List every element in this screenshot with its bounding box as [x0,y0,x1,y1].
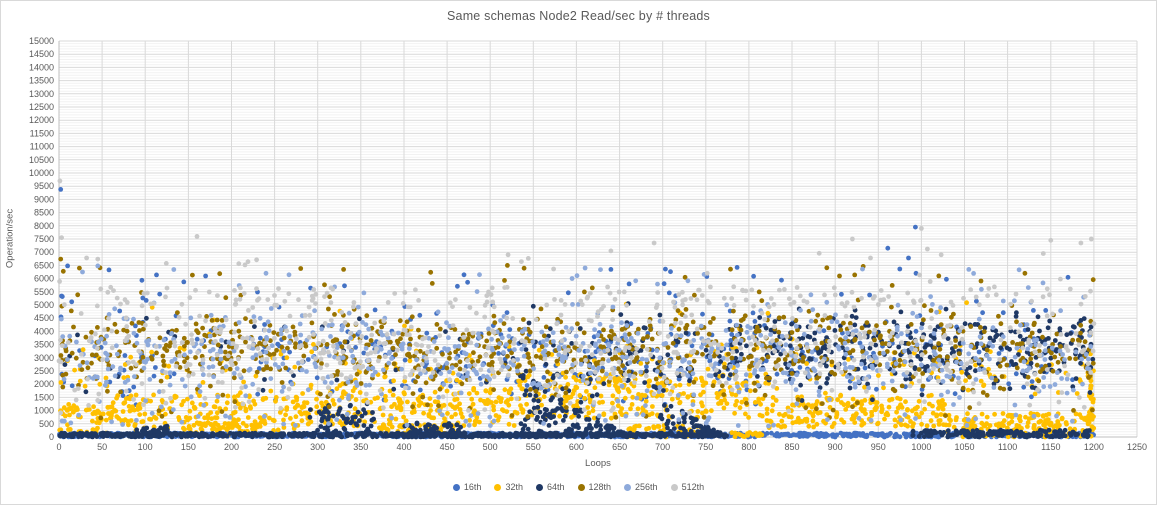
svg-text:13000: 13000 [29,89,54,99]
svg-text:600: 600 [569,442,584,452]
legend-label-128th: 128th [588,482,612,492]
svg-text:0: 0 [49,432,54,442]
svg-text:9500: 9500 [34,181,54,191]
svg-text:7500: 7500 [34,234,54,244]
svg-text:11500: 11500 [30,128,54,138]
legend-item-128th: 128th [577,482,612,492]
svg-text:1000: 1000 [911,442,931,452]
svg-text:50: 50 [97,442,107,452]
y-axis-title: Operation/sec [4,208,16,269]
chart-legend: 16th 32th 64th 128th 256th 512th [1,482,1156,492]
svg-text:1250: 1250 [1127,442,1147,452]
svg-text:750: 750 [698,442,713,452]
svg-text:500: 500 [483,442,498,452]
svg-text:200: 200 [224,442,239,452]
svg-text:400: 400 [396,442,411,452]
svg-text:0: 0 [56,442,61,452]
svg-text:650: 650 [612,442,627,452]
legend-marker-64th [535,483,543,491]
svg-text:7000: 7000 [34,247,54,257]
svg-text:950: 950 [871,442,886,452]
legend-item-512th: 512th [670,482,705,492]
svg-text:900: 900 [828,442,843,452]
legend-marker-128th [577,483,585,491]
svg-text:800: 800 [741,442,756,452]
svg-text:14000: 14000 [29,62,54,72]
series-128th [58,256,1096,421]
legend-label-32th: 32th [505,482,523,492]
series-512th [56,178,1097,416]
svg-text:6500: 6500 [34,260,54,270]
legend-item-16th: 16th [452,482,482,492]
svg-text:250: 250 [267,442,282,452]
svg-text:11000: 11000 [30,142,54,152]
legend-marker-32th [494,483,502,491]
legend-item-32th: 32th [494,482,523,492]
svg-text:500: 500 [39,419,54,429]
legend-item-64th: 64th [535,482,565,492]
svg-text:2500: 2500 [34,366,54,376]
svg-text:10000: 10000 [29,168,54,178]
svg-text:1000: 1000 [34,406,54,416]
svg-text:12000: 12000 [29,115,54,125]
svg-text:5000: 5000 [34,300,54,310]
legend-marker-256th [624,483,632,491]
svg-text:8000: 8000 [34,221,54,231]
svg-text:6000: 6000 [34,274,54,284]
svg-text:3500: 3500 [34,340,54,350]
svg-text:1050: 1050 [954,442,974,452]
svg-text:2000: 2000 [34,379,54,389]
svg-text:150: 150 [181,442,196,452]
svg-text:300: 300 [310,442,325,452]
svg-text:14500: 14500 [29,49,54,59]
svg-text:12500: 12500 [29,102,54,112]
svg-text:3000: 3000 [34,353,54,363]
legend-label-64th: 64th [546,482,565,492]
svg-text:9000: 9000 [34,194,54,204]
series-256th [58,263,1094,429]
svg-text:1100: 1100 [998,442,1017,452]
svg-text:15000: 15000 [29,36,54,46]
svg-text:4000: 4000 [34,326,54,336]
svg-text:100: 100 [138,442,153,452]
svg-text:5500: 5500 [34,287,54,297]
svg-text:850: 850 [784,442,799,452]
legend-marker-16th [452,483,460,491]
legend-label-16th: 16th [463,482,482,492]
legend-item-256th: 256th [624,482,658,492]
svg-text:4500: 4500 [34,313,54,323]
svg-text:550: 550 [526,442,541,452]
svg-text:700: 700 [655,442,670,452]
legend-marker-512th [670,483,678,491]
legend-label-256th: 256th [635,482,658,492]
svg-text:1200: 1200 [1084,442,1104,452]
x-axis-title: Loops [585,458,611,469]
legend-label-512th: 512th [681,482,705,492]
svg-text:13500: 13500 [29,76,54,86]
svg-text:10500: 10500 [29,155,54,165]
svg-text:1150: 1150 [1041,442,1060,452]
series-64th [57,301,1096,440]
svg-text:8500: 8500 [34,208,54,218]
svg-text:1500: 1500 [34,392,54,402]
svg-text:350: 350 [353,442,368,452]
chart-title: Same schemas Node2 Read/sec by # threads [447,9,710,23]
svg-text:450: 450 [440,442,455,452]
